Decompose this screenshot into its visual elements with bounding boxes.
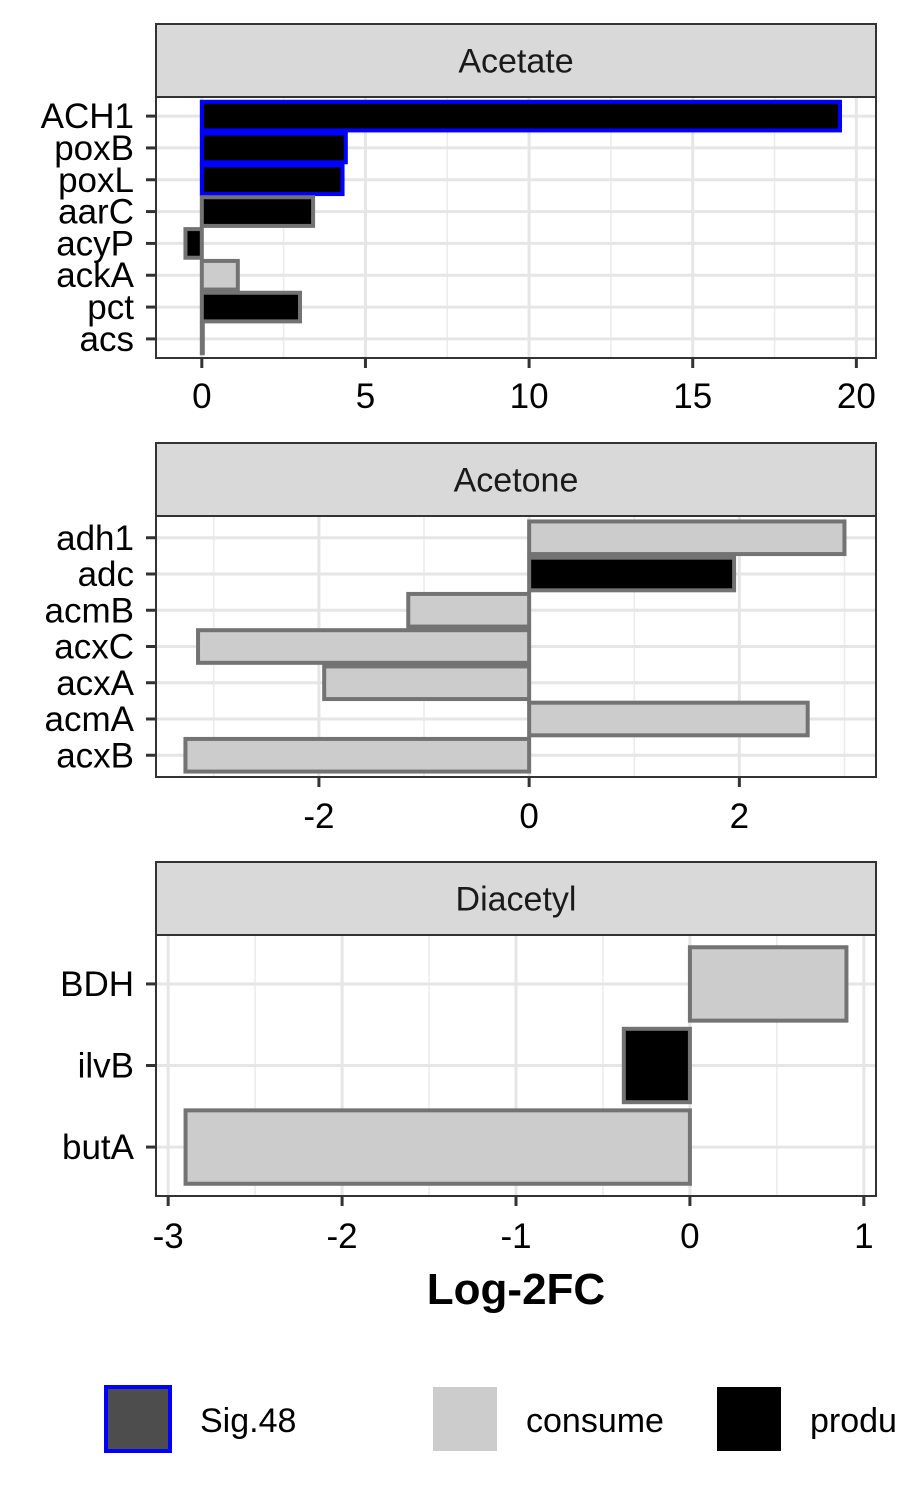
x-tick-label: 0 xyxy=(519,797,538,836)
x-tick-label: 5 xyxy=(356,377,375,416)
facet-strip-label: Acetate xyxy=(458,43,573,81)
y-tick-label-acmA: acmA xyxy=(45,700,135,739)
facet-strip xyxy=(155,23,877,98)
legend-key-sig48 xyxy=(104,1385,172,1453)
x-tick-label: 15 xyxy=(673,377,712,416)
legend-key-produce xyxy=(717,1387,781,1451)
x-tick-label: 20 xyxy=(837,377,876,416)
y-tick-label-ackA: ackA xyxy=(56,256,134,295)
bar-aarC xyxy=(199,195,316,228)
y-tick-label-aarC: aarC xyxy=(58,193,134,232)
x-tick-label: 2 xyxy=(730,797,749,836)
bar-ilvB xyxy=(621,1026,692,1105)
legend-item-consume: consume xyxy=(433,1387,664,1451)
y-tick-label-acs: acs xyxy=(80,320,134,359)
legend-label-sig48: Sig.48 xyxy=(200,1402,296,1440)
facet-strip xyxy=(155,861,877,936)
x-tick-label: 1 xyxy=(854,1217,873,1256)
y-tick-label-butA: butA xyxy=(62,1128,135,1167)
panel-diacetyl: Diacetyl BDH ilvB butA -3 -2 -1 0 1 xyxy=(60,861,877,1256)
y-tick-label-acxA: acxA xyxy=(56,664,134,703)
bar-BDH xyxy=(687,945,849,1023)
y-tick-label-BDH: BDH xyxy=(60,965,134,1004)
legend-item-produce: produ xyxy=(717,1387,897,1451)
y-tick-label-poxB: poxB xyxy=(54,129,134,168)
bar-acmA xyxy=(527,700,810,738)
bar-adc xyxy=(527,555,737,593)
bar-acxB xyxy=(183,736,532,774)
y-tick-label-poxL: poxL xyxy=(58,161,134,200)
legend-key-consume xyxy=(433,1387,497,1451)
bar-butA xyxy=(183,1108,692,1186)
x-axis-title: Log-2FC xyxy=(427,1265,605,1314)
y-tick-label-acxB: acxB xyxy=(56,736,134,775)
bar-adh1 xyxy=(527,519,847,557)
x-tick-label: 0 xyxy=(192,377,211,416)
legend-item-sig48: Sig.48 xyxy=(104,1385,296,1453)
bar-acxC xyxy=(196,628,532,665)
facet-strip-label: Diacetyl xyxy=(456,881,577,919)
x-tick-label: -2 xyxy=(327,1217,358,1256)
facet-strip-label: Acetone xyxy=(454,462,579,500)
y-tick-label-ilvB: ilvB xyxy=(78,1047,134,1086)
legend-label-consume: consume xyxy=(526,1402,664,1440)
legend-label-produce: produ xyxy=(810,1402,897,1440)
bar-pct xyxy=(199,290,302,324)
bar-poxL xyxy=(199,163,345,197)
y-tick-label-acxC: acxC xyxy=(54,628,134,667)
x-tick-label: -1 xyxy=(500,1217,531,1256)
bar-acyP xyxy=(183,227,204,260)
x-tick-label: -3 xyxy=(153,1217,184,1256)
facet-strip xyxy=(155,442,877,517)
bar-ACH1 xyxy=(199,99,842,133)
y-tick-label-acyP: acyP xyxy=(56,224,134,263)
bar-acmB xyxy=(406,591,532,629)
panel-border xyxy=(155,96,877,359)
y-tick-label-adh1: adh1 xyxy=(56,519,134,558)
y-tick-label-acmB: acmB xyxy=(45,591,134,630)
y-tick-label-adc: adc xyxy=(78,555,134,594)
y-tick-label-pct: pct xyxy=(87,288,134,327)
bar-acxA xyxy=(322,664,532,702)
y-tick-label-ACH1: ACH1 xyxy=(41,97,134,136)
x-tick-label: -2 xyxy=(303,797,334,836)
legend: Sig.48 consume produ xyxy=(104,1385,897,1453)
x-tick-label: 0 xyxy=(680,1217,699,1256)
x-tick-label: 10 xyxy=(510,377,549,416)
bar-ackA xyxy=(199,258,240,292)
bar-acs xyxy=(199,322,205,356)
bar-poxB xyxy=(199,131,348,165)
